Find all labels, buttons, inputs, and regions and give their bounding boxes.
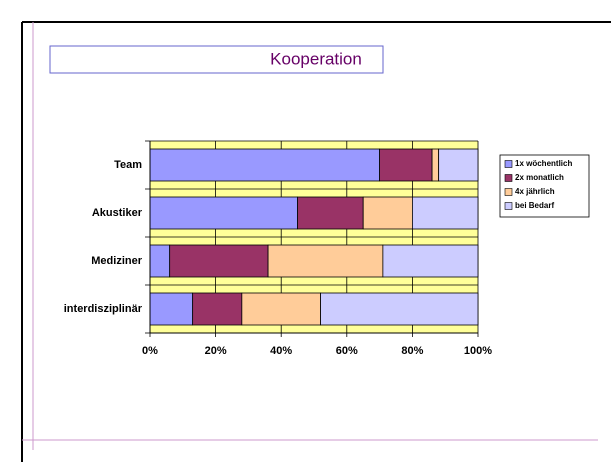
legend-label: 4x jährlich <box>515 187 555 196</box>
x-tick-label: 80% <box>401 345 423 357</box>
bar-segment <box>362 196 413 230</box>
legend-label: 2x monatlich <box>515 173 564 182</box>
x-tick-label: 60% <box>336 345 358 357</box>
bar-segment <box>297 196 364 230</box>
x-tick-label: 100% <box>464 345 492 357</box>
bar-segment <box>379 148 433 182</box>
x-tick-label: 40% <box>270 345 292 357</box>
bar-segment <box>149 196 299 230</box>
title-box <box>49 45 384 74</box>
legend-label: bei Bedarf <box>515 201 554 210</box>
legend-swatch <box>504 174 513 182</box>
legend-swatch <box>504 188 513 196</box>
y-tick-label: Mediziner <box>91 255 142 267</box>
x-tick-label: 20% <box>205 345 227 357</box>
y-tick-label: Akustiker <box>92 207 143 219</box>
bar-segment <box>431 148 440 182</box>
bar-segment <box>438 148 479 182</box>
x-tick-label: 0% <box>142 345 158 357</box>
chart: 0% 20% 40% 60% 80% 100% Team Akustiker Mediziner… <box>64 140 590 357</box>
legend-swatch <box>504 160 513 168</box>
y-tick-label: Team <box>114 159 142 171</box>
bar-segment <box>382 244 479 278</box>
legend-box <box>499 154 590 218</box>
bar-segment <box>149 148 381 182</box>
chart-title: Kooperation <box>270 49 362 68</box>
bar-segment <box>241 292 321 326</box>
bar-segment <box>149 244 171 278</box>
bar-segment <box>149 292 194 326</box>
bar-segment <box>411 196 479 230</box>
legend-swatch <box>504 202 513 210</box>
y-tick-label: interdisziplinär <box>64 303 143 315</box>
bar-segment <box>267 244 384 278</box>
bar-segment <box>169 244 269 278</box>
bar-segment <box>192 292 243 326</box>
legend-label: 1x wöchentlich <box>515 159 572 168</box>
bar-segment <box>320 292 479 326</box>
